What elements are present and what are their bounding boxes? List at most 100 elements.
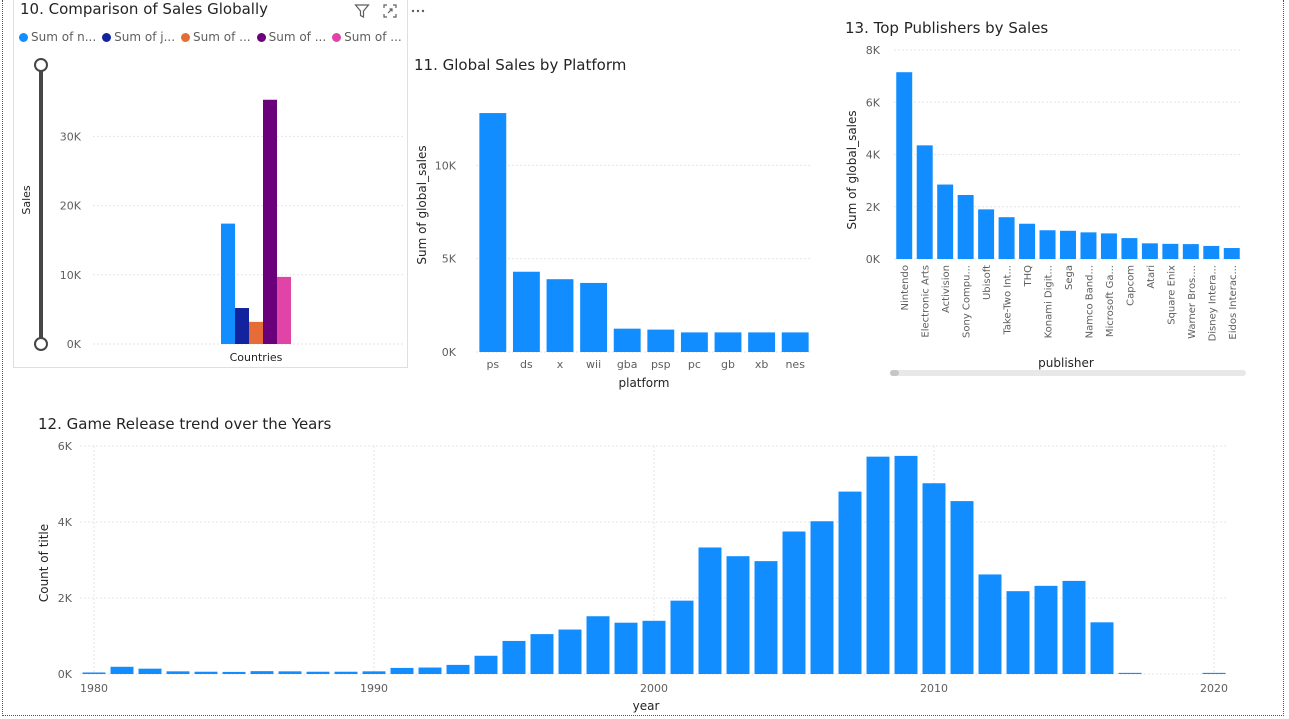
y-axis-title: Sales (20, 185, 33, 215)
bar (1141, 243, 1158, 259)
bar (474, 655, 498, 674)
bar (263, 99, 277, 344)
bar (110, 666, 134, 674)
focus-mode-icon[interactable] (381, 2, 399, 20)
x-tick-label: Capcom (1125, 265, 1136, 306)
legend-item[interactable]: Sum of n... (19, 30, 96, 44)
legend-marker (181, 32, 191, 42)
x-tick-label: 1990 (360, 682, 388, 695)
bar (138, 668, 162, 674)
x-tick-label: Disney Intera... (1207, 265, 1218, 341)
bar (1121, 238, 1138, 259)
trend-chart-title: 12. Game Release trend over the Years (38, 415, 332, 433)
x-tick-label: Warner Bros.... (1187, 265, 1198, 339)
x-tick-label: nes (785, 358, 805, 371)
bar (978, 209, 995, 259)
x-tick-label: gba (617, 358, 638, 371)
bar (642, 620, 666, 674)
x-tick-label: Electronic Arts (921, 265, 932, 338)
bar (418, 667, 442, 674)
bar (950, 501, 974, 674)
y-tick-label: 20K (60, 200, 82, 213)
bar (166, 671, 190, 674)
platform-chart-title: 11. Global Sales by Platform (414, 56, 627, 74)
legend-item[interactable]: Sum of ... (181, 30, 251, 44)
comparison-chart-title: 10. Comparison of Sales Globally (20, 0, 269, 18)
bar (922, 483, 946, 674)
x-tick-label: Sony Compu... (962, 265, 973, 338)
bar (1080, 232, 1097, 259)
legend-label: Sum of ... (193, 30, 251, 44)
bar (222, 671, 246, 674)
bar (362, 671, 386, 674)
bar (916, 145, 933, 259)
x-tick-label: xb (755, 358, 769, 371)
bar (1006, 591, 1030, 674)
bar (446, 664, 470, 674)
legend-label: Sum of n... (31, 30, 97, 44)
y-axis-title: Sum of global_sales (415, 145, 429, 264)
y-tick-label: 0K (866, 253, 881, 266)
legend-marker (332, 32, 342, 42)
x-axis-title: platform (619, 376, 670, 390)
y-tick-label: 4K (58, 516, 73, 529)
bar (512, 271, 540, 352)
bar (838, 491, 862, 674)
bar (1039, 230, 1056, 259)
bar (306, 671, 330, 674)
x-tick-label: Square Enix (1166, 265, 1177, 325)
bar (866, 456, 890, 674)
bar (546, 279, 574, 352)
y-tick-label: 10K (435, 159, 457, 172)
x-tick-label: THQ (1023, 265, 1034, 288)
legend-item[interactable]: Sum of ... (332, 30, 402, 44)
x-tick-label: Eidos Interac... (1228, 265, 1239, 340)
bar (894, 455, 918, 674)
bar (1060, 230, 1076, 259)
bar (754, 561, 778, 674)
bar (1203, 245, 1220, 259)
scrollbar-thumb[interactable] (890, 370, 899, 376)
y-tick-label: 6K (58, 440, 73, 453)
x-tick-label: 2000 (640, 682, 668, 695)
bar (558, 629, 582, 674)
more-options-icon[interactable] (409, 2, 427, 20)
x-tick-label: Microsoft Ga... (1105, 265, 1116, 337)
x-tick-label: 1980 (80, 682, 108, 695)
x-tick-label: wii (586, 358, 601, 371)
filter-icon[interactable] (353, 2, 371, 20)
bar (748, 332, 776, 352)
legend-marker (256, 32, 266, 42)
legend-item[interactable]: Sum of j... (102, 30, 175, 44)
comparison-visual-frame[interactable] (13, 0, 408, 368)
bar (1118, 672, 1142, 674)
zoom-slider-handle-top[interactable] (34, 58, 48, 72)
bar (390, 667, 414, 674)
publishers-chart-title: 13. Top Publishers by Sales (845, 19, 1049, 37)
x-tick-label: Atari (1146, 265, 1157, 289)
bar (647, 329, 675, 352)
y-tick-label: 4K (866, 149, 881, 162)
legend-label: Sum of ... (344, 30, 402, 44)
bar (670, 600, 694, 674)
x-tick-label: gb (721, 358, 735, 371)
bar (479, 113, 507, 352)
bar (978, 574, 1002, 674)
zoom-slider-handle-bottom[interactable] (34, 337, 48, 351)
y-axis-title: Sum of global_sales (845, 110, 859, 229)
platform-chart: Sum of global_sales 0K 5K 10K ps ds x wii gba psp… (415, 113, 812, 390)
y-tick-label: 30K (60, 130, 82, 143)
y-tick-label: 2K (58, 592, 73, 605)
bar (580, 282, 608, 352)
x-axis-title: publisher (1038, 356, 1094, 370)
bar (82, 672, 106, 674)
legend-item[interactable]: Sum of ... (256, 30, 326, 44)
bar (277, 276, 291, 344)
x-tick-label: Countries (230, 351, 283, 364)
legend-marker (102, 32, 112, 42)
x-tick-label: psp (651, 358, 671, 371)
x-tick-label: Nintendo (900, 265, 911, 310)
bar (1034, 585, 1058, 674)
horizontal-scrollbar[interactable] (890, 370, 1246, 376)
bar (680, 332, 708, 352)
